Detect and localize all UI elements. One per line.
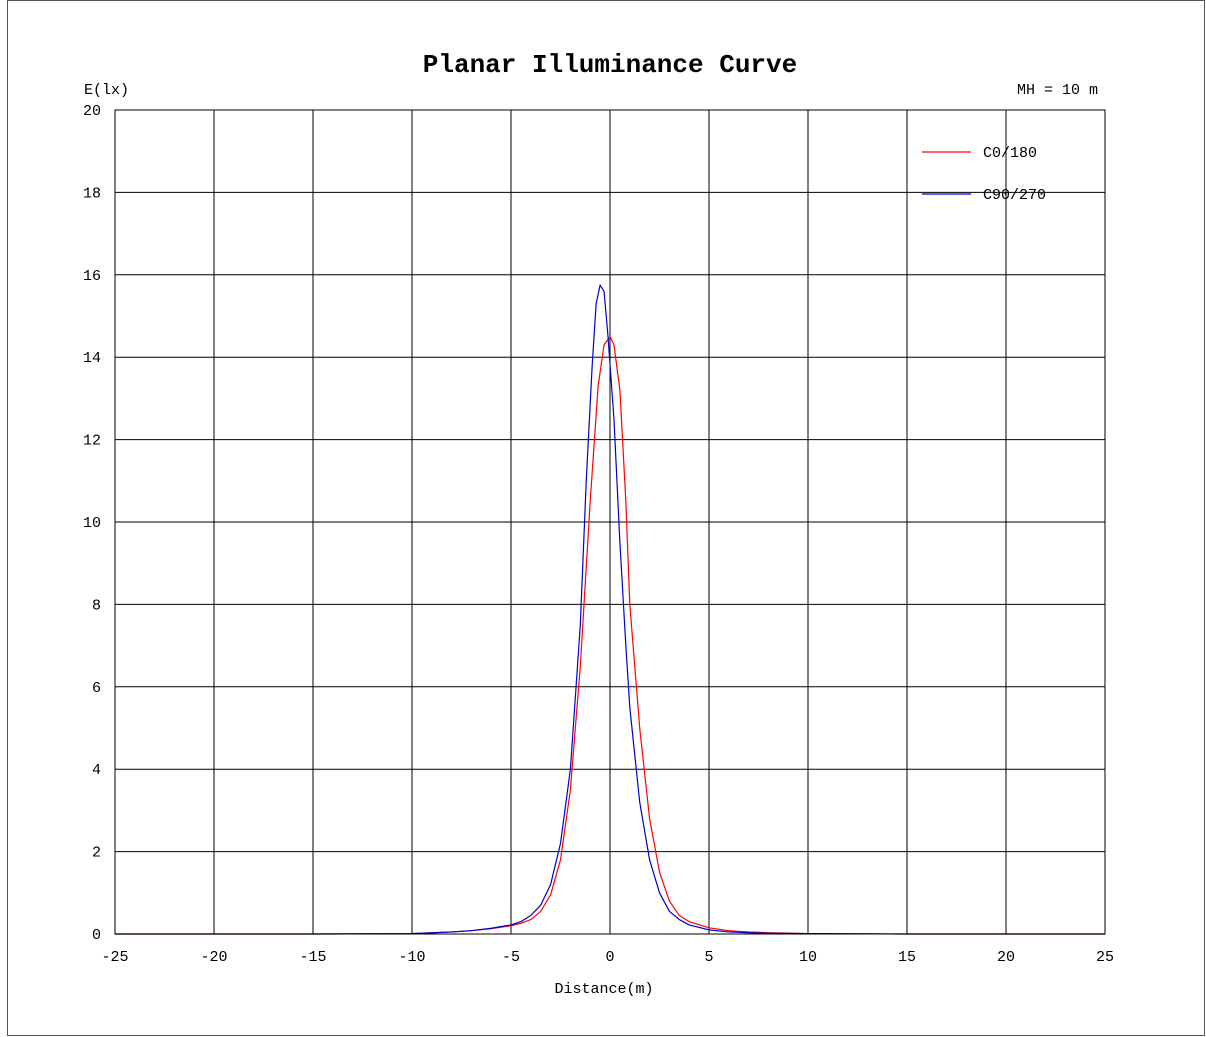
plot-border: [114, 109, 1106, 935]
y-axis-label: E(lx): [84, 82, 129, 99]
x-tick-label: 10: [799, 949, 817, 966]
x-tick-label: -20: [200, 949, 227, 966]
legend: C0/180 C90/270: [922, 145, 1046, 204]
chart-frame: [7, 0, 1205, 1036]
x-tick-label: 15: [898, 949, 916, 966]
tick-labels: -25 -20 -15 -10 -5 0 5 10 15 20 25 0 2 4 6 8 10 12 14 16 18 2…: [83, 103, 1114, 966]
x-tick-label: -5: [502, 949, 520, 966]
y-tick-label: 18: [83, 185, 101, 202]
y-tick-label: 2: [92, 845, 101, 862]
series-lines: [115, 284, 1105, 935]
series-line-c90-270: [115, 284, 1105, 935]
y-tick-label: 10: [83, 515, 101, 532]
series-line-c0-180: [115, 336, 1105, 935]
y-tick-label: 20: [83, 103, 101, 120]
x-tick-label: 0: [605, 949, 614, 966]
y-tick-label: 12: [83, 433, 101, 450]
y-tick-label: 0: [92, 927, 101, 944]
y-tick-label: 8: [92, 597, 101, 614]
x-axis-label: Distance(m): [554, 981, 653, 998]
x-tick-label: -25: [101, 949, 128, 966]
x-tick-label: 5: [704, 949, 713, 966]
y-tick-label: 4: [92, 762, 101, 779]
legend-label: C90/270: [983, 187, 1046, 204]
grid: [114, 109, 1106, 935]
y-tick-label: 16: [83, 268, 101, 285]
mounting-height-annotation: MH = 10 m: [1017, 82, 1098, 99]
x-tick-label: -15: [299, 949, 326, 966]
x-tick-label: 25: [1096, 949, 1114, 966]
y-tick-label: 14: [83, 350, 101, 367]
y-tick-label: 6: [92, 680, 101, 697]
chart-title: Planar Illuminance Curve: [423, 50, 797, 80]
legend-label: C0/180: [983, 145, 1037, 162]
x-tick-label: 20: [997, 949, 1015, 966]
x-tick-label: -10: [398, 949, 425, 966]
